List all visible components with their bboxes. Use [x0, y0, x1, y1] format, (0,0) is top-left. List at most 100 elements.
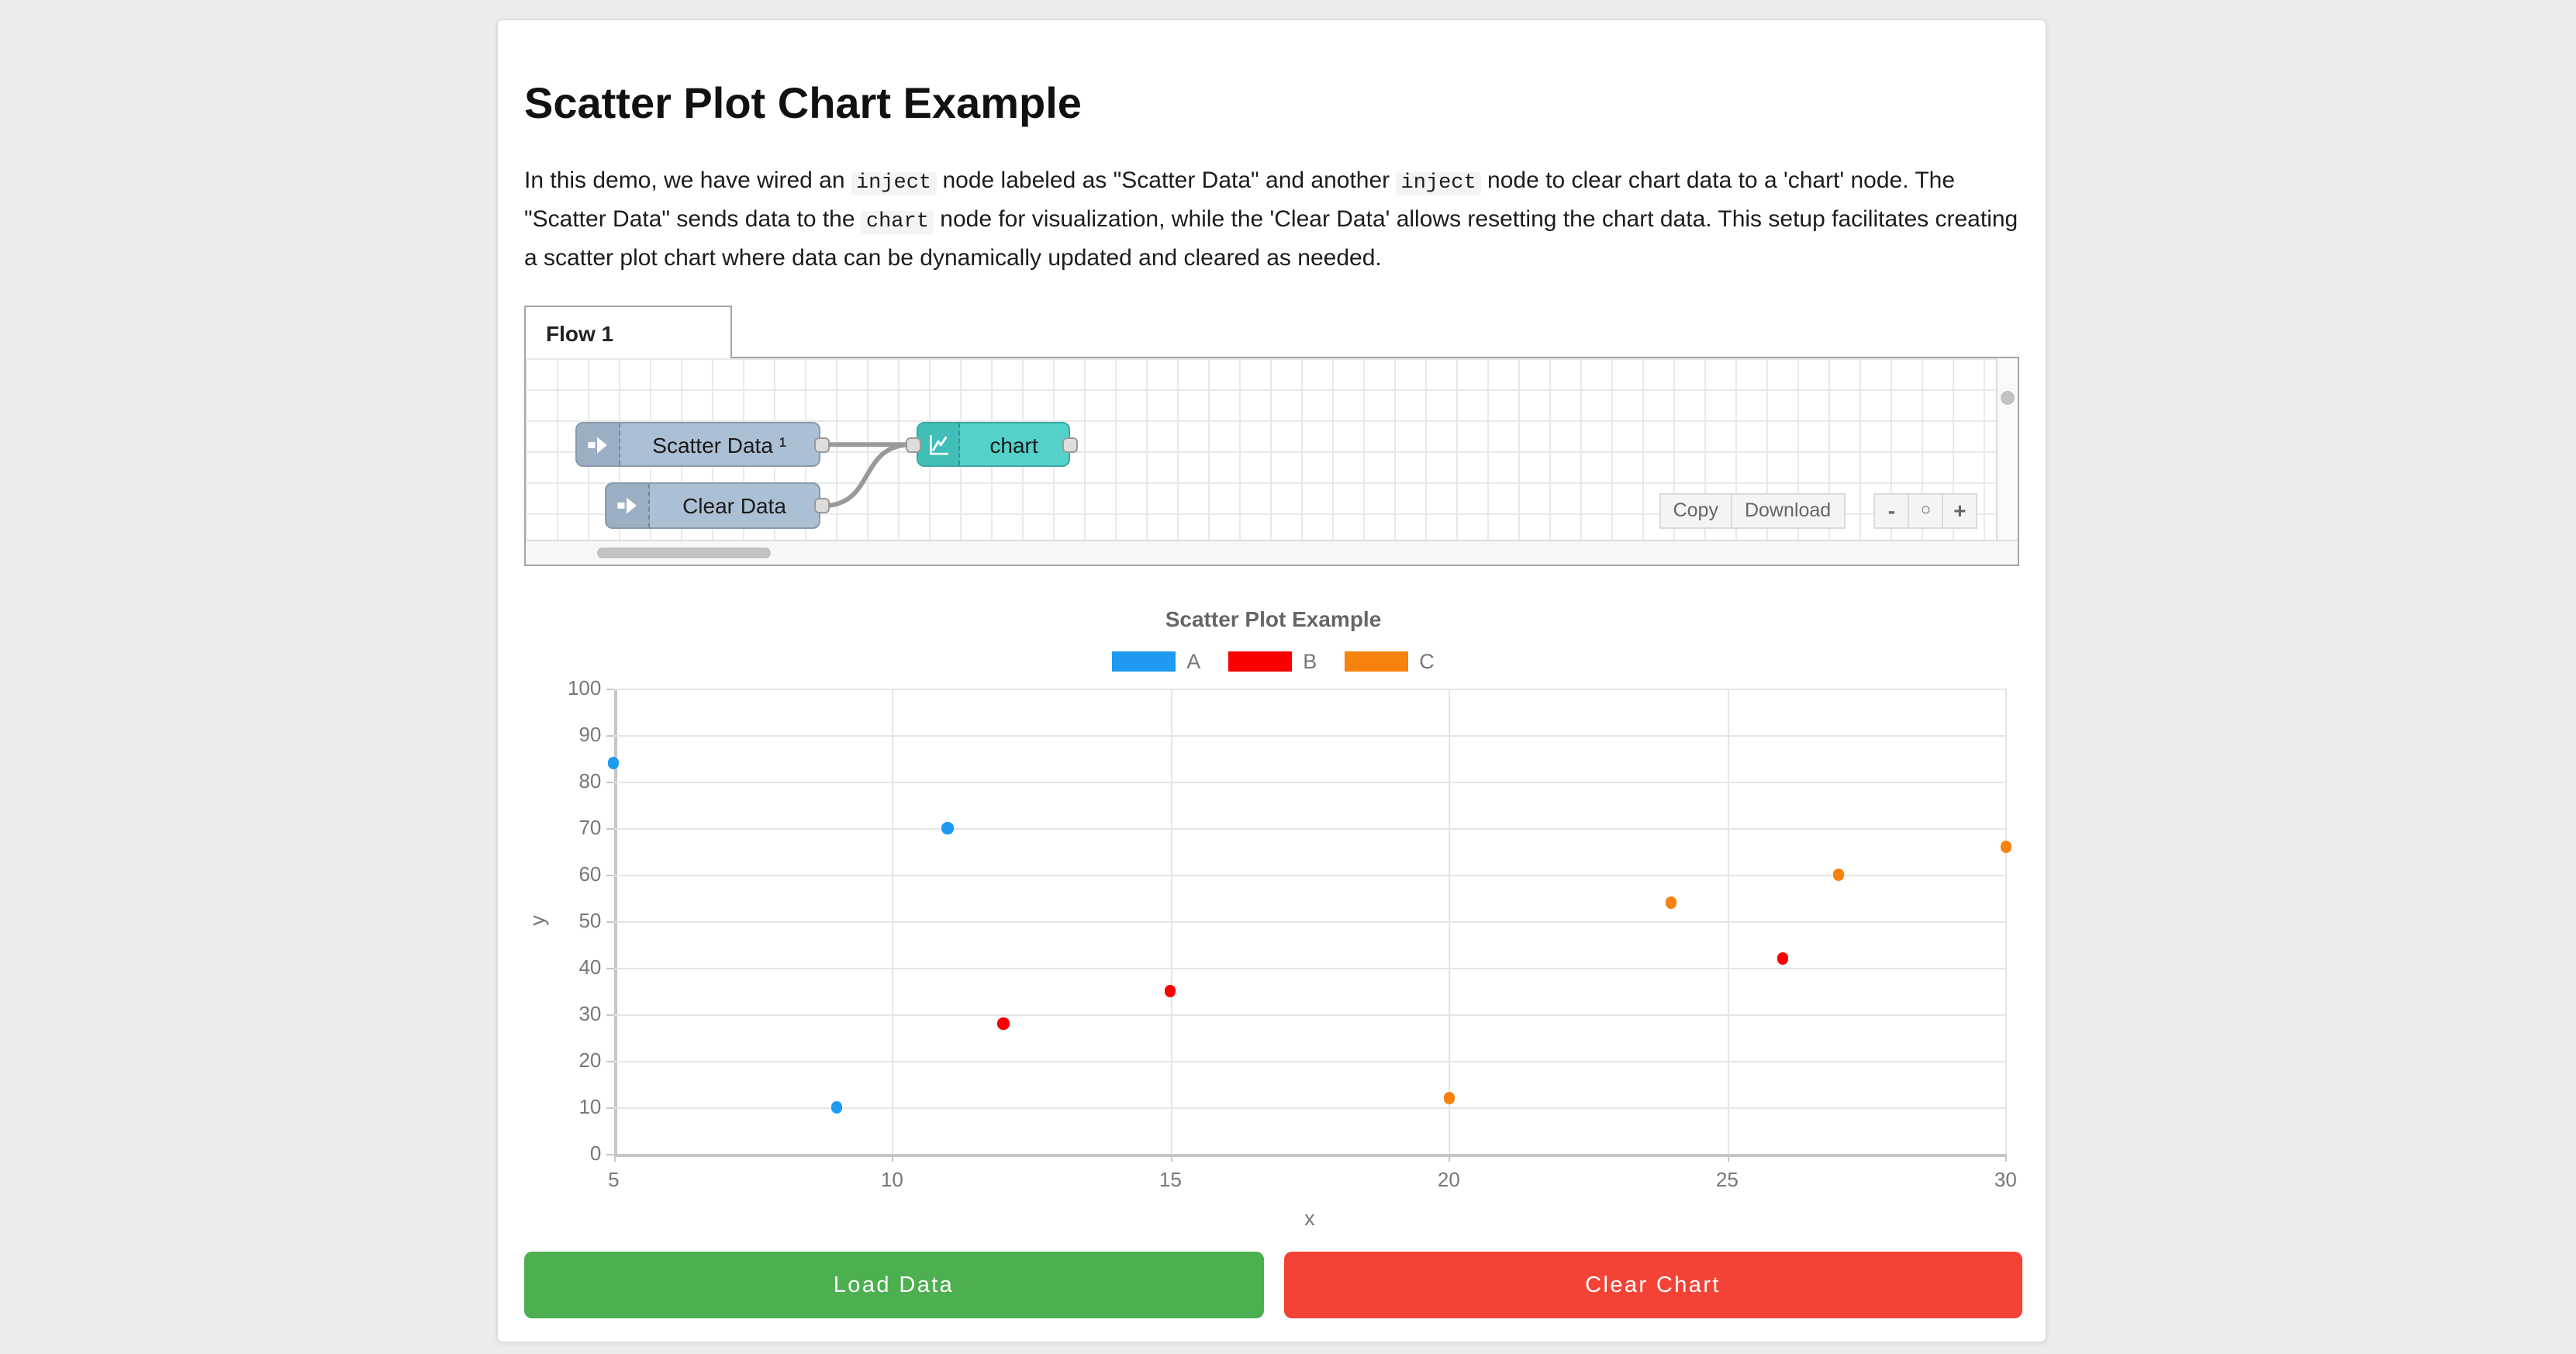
- y-gridline: [613, 921, 2006, 923]
- legend-entry-a[interactable]: A: [1112, 650, 1200, 673]
- y-tick-mark: [606, 968, 614, 969]
- data-point-c: [1832, 869, 1845, 881]
- data-point-a: [608, 757, 620, 769]
- y-tick-mark: [606, 782, 614, 783]
- y-tick-label: 10: [578, 1095, 602, 1118]
- legend-label: B: [1303, 650, 1317, 673]
- y-axis-title: y: [525, 915, 549, 926]
- data-point-a: [941, 822, 954, 834]
- content-card: Scatter Plot Chart Example In this demo,…: [496, 19, 2047, 1343]
- y-gridline: [613, 1107, 2006, 1109]
- y-tick-mark: [606, 1014, 614, 1016]
- x-tick-mark: [892, 1154, 894, 1162]
- zoom-reset-button[interactable]: ○: [1908, 492, 1944, 529]
- y-tick-mark: [606, 735, 614, 737]
- flow-toolbar: Copy Download: [1659, 492, 1846, 529]
- y-gridline: [613, 782, 2006, 783]
- vertical-scrollbar-thumb[interactable]: [2001, 391, 2015, 405]
- flow-tab[interactable]: Flow 1: [524, 306, 732, 358]
- node-scatter-data[interactable]: Scatter Data ¹: [575, 421, 820, 468]
- inline-code: inject: [851, 172, 937, 195]
- legend-swatch: [1345, 651, 1409, 672]
- x-axis-title: x: [1304, 1207, 1315, 1230]
- zoom-reset-icon: ○: [1920, 500, 1932, 520]
- y-tick-label: 90: [578, 723, 602, 746]
- intro-text: node to clear chart data to a 'chart' no…: [524, 168, 1956, 233]
- y-tick-label: 80: [578, 769, 602, 793]
- y-gridline: [613, 875, 2006, 876]
- clear-chart-button[interactable]: Clear Chart: [1283, 1252, 2022, 1318]
- y-tick-mark: [606, 828, 614, 830]
- y-tick-label: 60: [578, 862, 602, 886]
- port-scatter-output[interactable]: [814, 437, 830, 453]
- horizontal-scrollbar-thumb[interactable]: [597, 547, 771, 558]
- zoom-out-button[interactable]: -: [1873, 492, 1910, 529]
- data-point-b: [997, 1017, 1010, 1030]
- x-tick-mark: [1170, 1154, 1172, 1162]
- x-tick-label: 15: [1159, 1168, 1182, 1191]
- x-tick-mark: [1727, 1154, 1729, 1162]
- y-tick-mark: [606, 1061, 614, 1062]
- data-point-c: [2000, 841, 2011, 853]
- y-gridline: [613, 968, 2006, 969]
- y-tick-mark: [606, 1154, 614, 1155]
- x-tick-label: 30: [1994, 1168, 2017, 1191]
- node-label: Scatter Data ¹: [652, 432, 787, 458]
- y-gridline: [613, 689, 2006, 690]
- port-clear-output[interactable]: [814, 498, 830, 514]
- inject-arrow-icon: [617, 497, 637, 514]
- load-data-button[interactable]: Load Data: [524, 1252, 1263, 1318]
- intro-text: In this demo, we have wired an: [524, 168, 851, 194]
- y-tick-mark: [606, 875, 614, 876]
- legend-entry-c[interactable]: C: [1345, 650, 1435, 673]
- download-button[interactable]: Download: [1730, 492, 1846, 529]
- inline-code: chart: [861, 210, 934, 234]
- flow-horizontal-scrollbar[interactable]: [526, 540, 2018, 565]
- y-tick-label: 40: [578, 955, 602, 979]
- intro-paragraph: In this demo, we have wired an inject no…: [524, 163, 2022, 276]
- y-gridline: [613, 1154, 2006, 1157]
- port-chart-output[interactable]: [1062, 437, 1078, 453]
- y-tick-label: 20: [578, 1048, 602, 1072]
- node-chart[interactable]: chart: [917, 421, 1069, 468]
- x-tick-mark: [613, 1154, 616, 1162]
- y-tick-mark: [606, 1107, 614, 1109]
- copy-button[interactable]: Copy: [1659, 492, 1732, 529]
- x-tick-label: 10: [880, 1168, 903, 1191]
- y-gridline: [613, 828, 2006, 830]
- intro-text: node for visualization, while the 'Clear…: [524, 206, 2018, 271]
- page-title: Scatter Plot Chart Example: [524, 79, 1082, 127]
- port-chart-input[interactable]: [905, 437, 920, 453]
- flow-canvas[interactable]: Scatter Data ¹ Clear Data: [524, 357, 2019, 566]
- data-point-b: [1777, 952, 1789, 965]
- y-gridline: [613, 735, 2006, 737]
- data-point-a: [830, 1101, 842, 1114]
- y-tick-mark: [606, 921, 614, 923]
- inject-arrow-icon: [587, 436, 607, 453]
- wire-clear-to-chart: [820, 442, 914, 509]
- x-gridline: [2005, 689, 2008, 1154]
- legend-label: C: [1419, 650, 1435, 673]
- data-point-b: [1165, 985, 1176, 997]
- data-point-c: [1666, 896, 1677, 909]
- y-tick-label: 50: [578, 909, 602, 932]
- legend-entry-b[interactable]: B: [1228, 650, 1317, 673]
- line-chart-icon: [930, 434, 948, 454]
- x-tick-mark: [1449, 1154, 1451, 1162]
- zoom-in-button[interactable]: +: [1942, 492, 1978, 529]
- chart-node-icon: [918, 423, 960, 466]
- flow-vertical-scrollbar[interactable]: [1996, 358, 2018, 540]
- flow-tab-label: Flow 1: [546, 320, 614, 345]
- legend-swatch: [1228, 651, 1293, 672]
- flow-zoom-controls: - ○ +: [1873, 492, 1978, 529]
- node-label: chart: [989, 432, 1038, 458]
- node-clear-data[interactable]: Clear Data: [605, 482, 820, 529]
- x-tick-label: 20: [1437, 1168, 1460, 1191]
- legend-label: A: [1186, 650, 1201, 673]
- x-tick-mark: [2005, 1154, 2008, 1162]
- node-label: Clear Data: [682, 493, 786, 519]
- chart-title: Scatter Plot Example: [1165, 606, 1382, 631]
- y-tick-label: 70: [578, 816, 602, 839]
- y-tick-label: 30: [578, 1002, 602, 1025]
- y-gridline: [613, 1061, 2006, 1062]
